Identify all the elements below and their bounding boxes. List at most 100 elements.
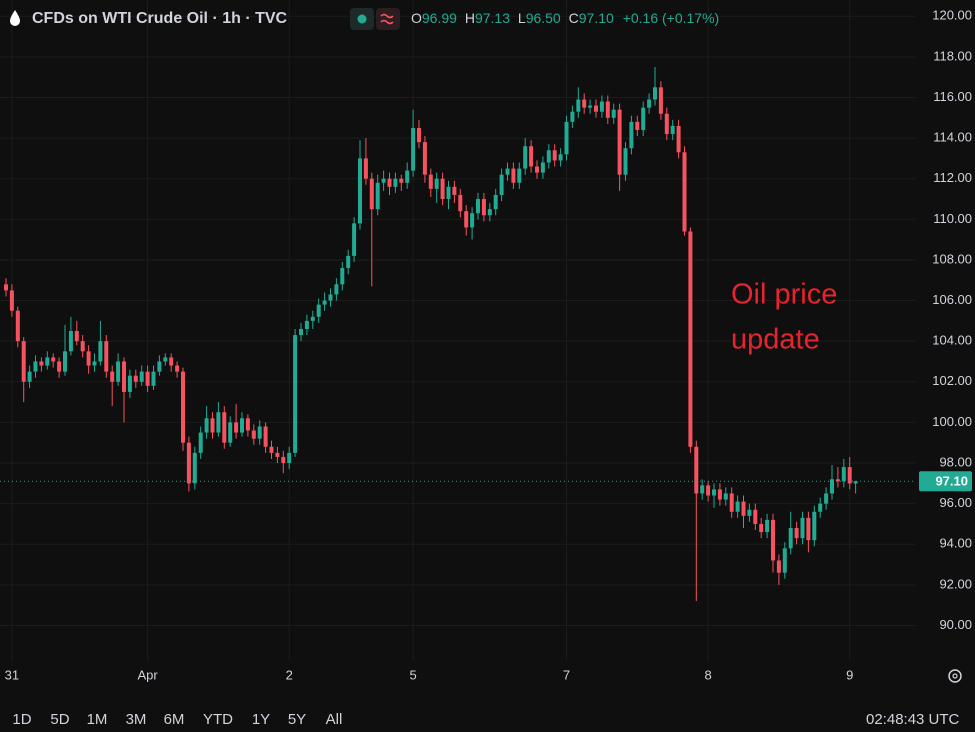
candle-body [682, 152, 687, 232]
range-button[interactable]: 1D [12, 711, 31, 728]
candle-body [145, 371, 150, 386]
candle-body [322, 300, 327, 305]
candle-body [588, 105, 593, 108]
candle-body [157, 361, 162, 372]
candle-body [222, 412, 227, 443]
candle-body [806, 517, 811, 541]
y-tick-label: 106.00 [932, 292, 972, 307]
y-tick-label: 102.00 [932, 373, 972, 388]
settings-button[interactable] [948, 669, 962, 683]
candle-body [818, 503, 823, 512]
overlay: 90.00 92.00 94.00 96.00 98.00 100.00 102.00 104… [0, 8, 972, 682]
candle-body [45, 357, 50, 366]
range-button[interactable]: 5D [50, 711, 69, 728]
candle-body [352, 223, 357, 256]
candle-body [251, 430, 256, 439]
candle-body [635, 121, 640, 130]
candle-body [511, 168, 516, 183]
data-icon [380, 13, 394, 25]
settings-icon [952, 673, 958, 679]
candle-body [853, 481, 858, 484]
candle-body [552, 150, 557, 161]
ohlc-label: L [518, 10, 526, 26]
candle-body [605, 101, 610, 118]
candle-body [700, 485, 705, 494]
range-button[interactable]: 1M [87, 711, 108, 728]
range-button[interactable]: 1Y [252, 711, 270, 728]
annotation: Oil price [731, 279, 837, 311]
data-button[interactable] [376, 8, 400, 30]
candle-body [257, 426, 262, 439]
range-button[interactable]: 3M [126, 711, 147, 728]
candle-body [623, 148, 628, 175]
candle-body [464, 211, 469, 228]
annotation: update [731, 324, 820, 356]
candle-body [676, 125, 681, 153]
candle-body [723, 493, 728, 500]
candle-body [653, 87, 657, 100]
y-tick-label: 112.00 [933, 170, 972, 185]
candle-body [470, 213, 475, 228]
candle-body [175, 365, 180, 372]
ohlc-label: C [569, 10, 579, 26]
candle-body [446, 186, 451, 200]
candle-body [275, 452, 280, 457]
candle-body [169, 357, 174, 366]
symbol-icon [10, 10, 20, 26]
candle-body [422, 142, 427, 175]
range-button[interactable]: All [326, 711, 343, 728]
ohlc-value: 96.50 [526, 10, 561, 26]
change: +0.16 (+0.17%) [623, 10, 720, 26]
candle-body [505, 168, 510, 175]
candle-body [847, 467, 852, 484]
range-button[interactable]: 5Y [288, 711, 306, 728]
candle-body [434, 178, 439, 189]
candle-body [658, 87, 663, 114]
candle-body [293, 335, 298, 453]
candle-body [287, 452, 292, 464]
ohlc-value: 97.10 [579, 10, 614, 26]
y-tick-label: 110.00 [933, 211, 972, 226]
candle-body [741, 501, 746, 516]
candle-body [92, 361, 97, 366]
candle-body [381, 178, 386, 183]
candle-body [399, 178, 404, 183]
candle-body [328, 294, 333, 301]
candle-body [133, 375, 138, 382]
ohlc-legend: O96.99 H97.13 L96.50 C97.10 +0.16 (+0.17… [411, 10, 719, 26]
candle-body [181, 371, 185, 443]
range-button[interactable]: 6M [164, 711, 185, 728]
candles [4, 67, 858, 602]
candle-body [21, 341, 26, 382]
candle-body [794, 528, 799, 539]
y-tick-label: 114.00 [933, 130, 972, 145]
candle-body [27, 371, 32, 382]
range-button[interactable]: YTD [203, 711, 233, 728]
x-tick-label: 5 [409, 667, 416, 682]
ohlc-label: H [465, 10, 475, 26]
candle-body [198, 432, 203, 453]
candle-body [617, 109, 622, 175]
candle-body [346, 255, 351, 269]
candle-body [245, 418, 250, 431]
candle-body [694, 446, 699, 494]
candle-body [476, 199, 480, 214]
candle-body [611, 109, 616, 118]
candle-body [830, 479, 834, 494]
candle-body [641, 107, 646, 130]
candle-body [771, 519, 775, 561]
candle-body [493, 194, 498, 210]
ohlc-value: 97.13 [475, 10, 510, 26]
candle-body [729, 493, 734, 512]
ohlc-value: 96.99 [422, 10, 457, 26]
candle-body [576, 99, 581, 112]
candle-body [316, 304, 321, 317]
candle-body [670, 125, 675, 135]
candle-body [540, 162, 545, 173]
candle-body [523, 146, 528, 169]
y-tick-label: 90.00 [939, 617, 972, 632]
candle-body [163, 357, 168, 362]
y-tick-label: 98.00 [939, 454, 972, 469]
candle-body [440, 178, 445, 200]
